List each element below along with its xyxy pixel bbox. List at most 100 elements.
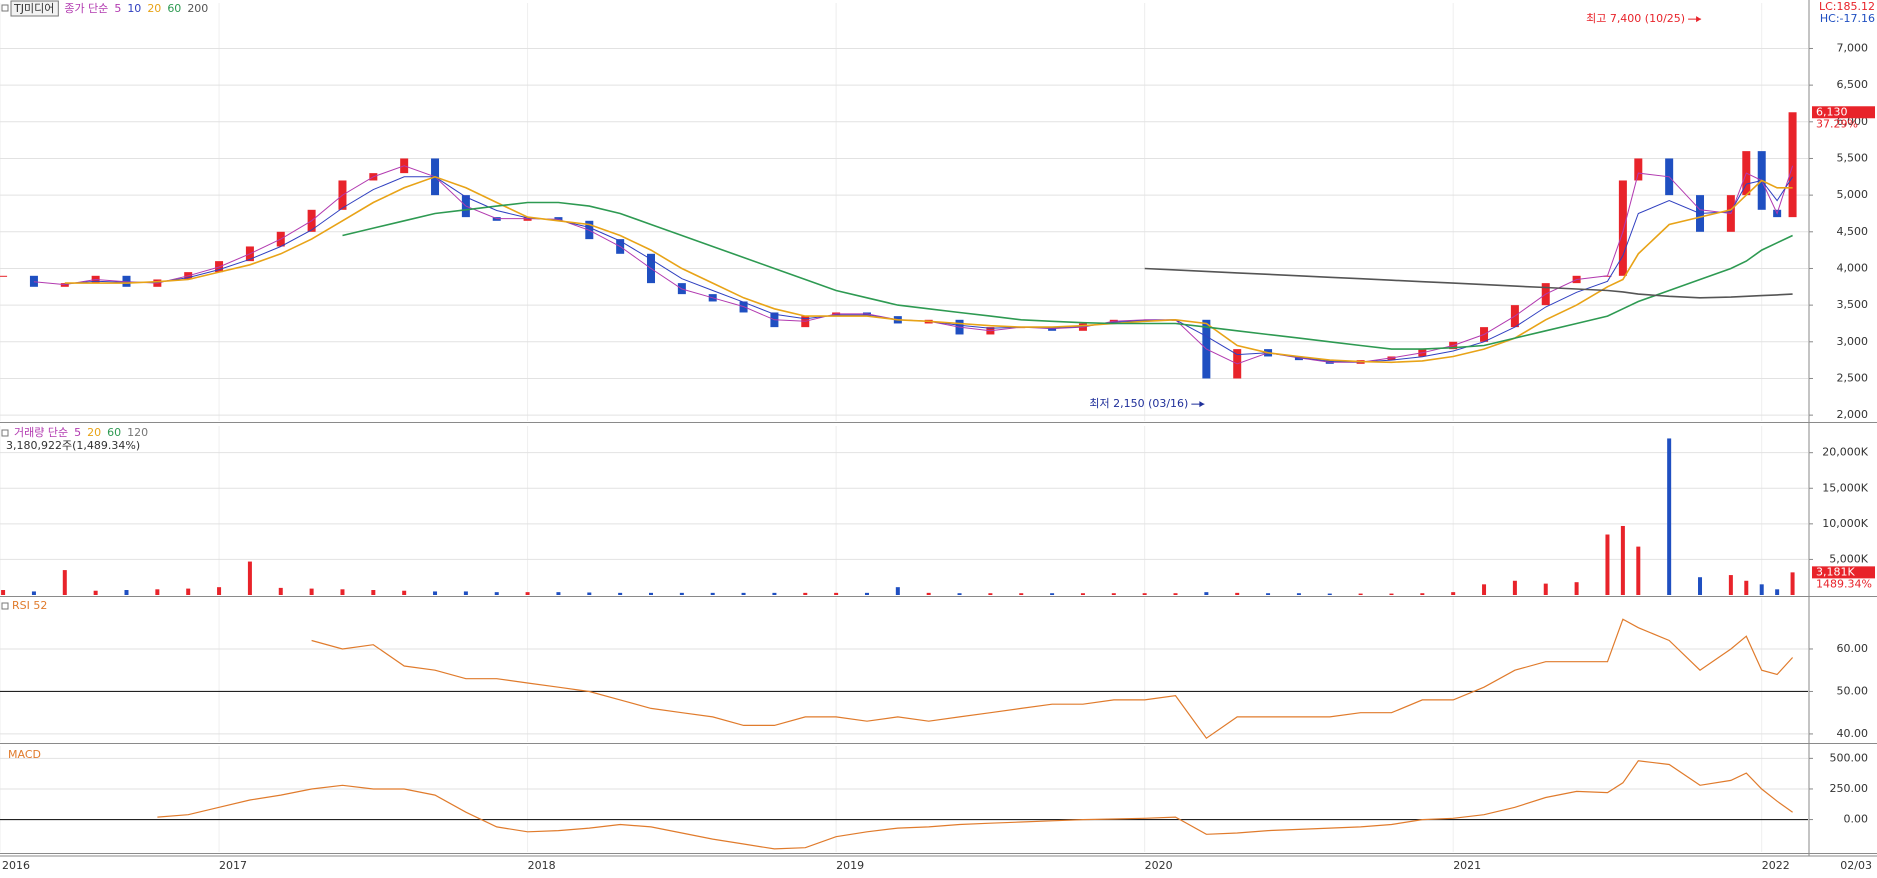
volume-bar: [1667, 438, 1672, 595]
last-value-box: [1812, 566, 1875, 579]
legend-entry: 120: [127, 426, 148, 439]
last-value-box: [1812, 106, 1875, 119]
panel-icon: [1, 4, 9, 12]
symbol-box: [10, 0, 59, 17]
x-tick-label: 2021: [1453, 859, 1481, 872]
volume-bar: [649, 592, 654, 595]
arrow-head: [1696, 16, 1702, 23]
y-tick-label: 50.00: [1837, 684, 1869, 697]
volume-bar: [155, 589, 160, 595]
volume-bar: [1327, 593, 1332, 595]
y-tick-label: 3,500: [1837, 298, 1869, 311]
x-tick-label: 2020: [1145, 859, 1173, 872]
moving-average-line: [64, 176, 1794, 363]
y-tick-label: 5,000: [1837, 188, 1869, 201]
indicator: LC:185.12: [1819, 0, 1875, 13]
y-tick-label: 0.00: [1844, 813, 1869, 826]
volume-bar: [988, 593, 993, 595]
indicator-line: [157, 760, 1793, 850]
y-tick-label: 5,000K: [1829, 552, 1868, 565]
candle: [1634, 158, 1643, 181]
volume-bar: [1358, 593, 1363, 595]
volume-bar: [1111, 593, 1116, 595]
volume-bar: [1728, 575, 1733, 595]
volume-bar: [371, 590, 376, 595]
volume-bar: [1744, 580, 1749, 595]
volume-bar: [803, 592, 808, 595]
y-tick-label: 2,000: [1837, 408, 1869, 421]
legend-entry: 200: [187, 2, 208, 15]
volume-bar: [1142, 593, 1147, 595]
volume-bar: [587, 592, 592, 595]
volume-bar: [957, 593, 962, 595]
volume-info: 3,180,922주(1,489.34%): [6, 439, 140, 452]
legend-entry: 5: [114, 2, 121, 15]
volume-bar: [186, 588, 191, 595]
y-tick-label: 60.00: [1837, 642, 1869, 655]
moving-average-line: [1144, 267, 1793, 299]
y-tick-label: 6,500: [1837, 78, 1869, 91]
indicator: HC:-17.16: [1820, 12, 1875, 25]
x-tick-label: 2022: [1762, 859, 1790, 872]
x-tick-label: 2018: [528, 859, 556, 872]
candle: [1788, 112, 1797, 218]
moving-average-line: [33, 165, 1794, 365]
panel-icon: [1, 429, 9, 437]
volume-bar: [618, 592, 623, 595]
candle: [0, 275, 8, 277]
volume-bar: [247, 561, 252, 595]
legend-entry: 60: [167, 2, 181, 15]
volume-bar: [1790, 572, 1795, 595]
panel-title: RSI 52: [12, 599, 47, 612]
y-tick-label: 2,500: [1837, 371, 1869, 384]
volume-bar: [834, 592, 839, 595]
last-date: 02/03: [1840, 859, 1872, 872]
volume-bar: [1080, 593, 1085, 595]
volume-bar: [494, 592, 499, 595]
moving-average-line: [342, 201, 1793, 350]
volume-bar: [1204, 592, 1209, 595]
arrow-head: [1199, 401, 1205, 408]
panel-icon: [1, 602, 9, 610]
legend-entry: 20: [147, 2, 161, 15]
volume-bar: [556, 592, 561, 595]
volume-bar: [1296, 593, 1301, 595]
volume-bar: [1482, 584, 1487, 595]
volume-bar: [278, 587, 283, 595]
y-tick-label: 7,000: [1837, 41, 1869, 54]
x-tick-label: 2017: [219, 859, 247, 872]
y-tick-label: 4,000: [1837, 261, 1869, 274]
volume-bar: [679, 592, 684, 595]
volume-bar: [1451, 592, 1456, 595]
volume-bar: [1050, 593, 1055, 595]
volume-bar: [124, 590, 129, 595]
candle: [1618, 180, 1627, 276]
volume-bar: [1512, 580, 1517, 595]
symbol-name: TJ미디어: [13, 2, 54, 15]
legend-entry: 60: [107, 426, 121, 439]
y-tick-label: 10,000K: [1822, 517, 1868, 530]
volume-bar: [1, 590, 6, 595]
volume-bar: [1543, 583, 1548, 595]
x-tick-label: 2019: [836, 859, 864, 872]
volume-bar: [1620, 525, 1625, 595]
volume-bar: [1235, 592, 1240, 595]
last-change: 1489.34%: [1816, 577, 1872, 590]
legend-title: 종가 단순: [64, 2, 108, 15]
volume-bar: [1019, 593, 1024, 595]
volume-bar: [926, 592, 931, 595]
volume-bar: [895, 587, 900, 595]
volume-bar: [340, 589, 345, 595]
y-tick-label: 250.00: [1830, 782, 1869, 795]
volume-bar: [1636, 546, 1641, 595]
y-tick-label: 40.00: [1837, 727, 1869, 740]
volume-bar: [62, 570, 67, 595]
moving-average-line: [64, 175, 1793, 364]
last-value-label: 3,181K: [1816, 565, 1855, 578]
last-change: 37.29%: [1816, 117, 1858, 130]
volume-bar: [1420, 593, 1425, 595]
volume-bar: [402, 590, 407, 595]
volume-bar: [710, 592, 715, 595]
volume-bar: [433, 591, 438, 595]
